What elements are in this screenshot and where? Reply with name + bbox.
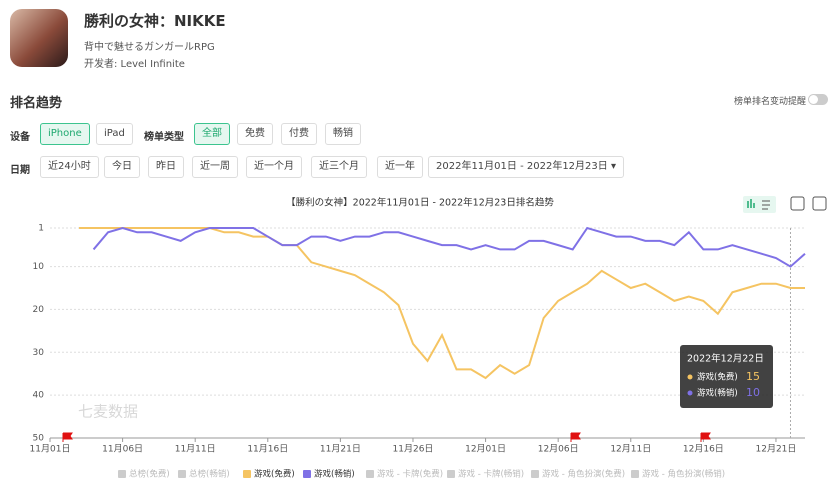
chart-title: 【勝利の女神】2022年11月01日 - 2022年12月23日排名趋势: [286, 197, 554, 209]
legend-swatch: [118, 470, 126, 478]
series-line: [92, 226, 806, 268]
section-title: 排名趋势: [10, 96, 63, 111]
x-tick-label: 12月06日: [538, 444, 579, 455]
y-tick-label: 20: [33, 305, 45, 315]
event-flag[interactable]: [700, 432, 711, 442]
legend-label: 游戏(畅销): [314, 469, 355, 480]
legend-label: 游戏 - 角色扮演(免费): [542, 469, 625, 480]
event-flag[interactable]: [62, 432, 73, 442]
app-icon: [10, 9, 68, 67]
legend-swatch: [303, 470, 311, 478]
filter-button[interactable]: 付费: [281, 123, 317, 145]
tooltip-title: 2022年12月22日: [687, 353, 764, 365]
y-tick-label: 30: [33, 348, 45, 358]
filter-button[interactable]: 近一周: [192, 156, 238, 178]
date-picker-text: 2022年11月01日 - 2022年12月23日: [436, 161, 608, 172]
x-tick-label: 12月11日: [610, 444, 651, 455]
filter-button[interactable]: 今日: [104, 156, 140, 178]
legend-swatch: [531, 470, 539, 478]
series-line: [79, 227, 805, 380]
tooltip-box: [680, 345, 773, 408]
toggle-label: 榜单排名变动提醒: [734, 97, 807, 107]
developer: 开发者: Level Infinite: [84, 59, 185, 70]
legend-label: 总榜(免费): [129, 469, 170, 480]
y-tick-label: 10: [33, 262, 45, 272]
legend-label: 游戏 - 角色扮演(畅销): [642, 469, 725, 480]
x-tick-label: 12月16日: [683, 444, 724, 455]
x-tick-label: 11月21日: [320, 444, 361, 455]
date-label: 日期: [10, 165, 30, 176]
filter-button[interactable]: iPhone: [40, 123, 90, 145]
filter-button[interactable]: 近三个月: [311, 156, 367, 178]
tooltip-value: 15: [746, 370, 760, 383]
filter-button[interactable]: 畅销: [325, 123, 361, 145]
x-tick-label: 11月26日: [393, 444, 434, 455]
x-tick-label: 12月01日: [465, 444, 506, 455]
x-tick-label: 11月06日: [102, 444, 143, 455]
app-subtitle: 背中で魅せるガンガールRPG: [84, 42, 215, 53]
legend-label: 总榜(畅销): [189, 469, 230, 480]
tooltip-name: 游戏(免费): [697, 372, 738, 383]
image-icon[interactable]: [790, 196, 805, 211]
list-icon: [762, 200, 770, 210]
tooltip-value: 10: [746, 386, 760, 399]
x-tick-label: 11月16日: [247, 444, 288, 455]
filter-button[interactable]: 近一个月: [246, 156, 302, 178]
y-tick-label: 40: [33, 391, 45, 401]
toggle[interactable]: [808, 94, 828, 105]
x-tick-label: 11月01日: [30, 444, 71, 455]
watermark: 七麦数据: [78, 403, 138, 421]
filter-button[interactable]: 近24小时: [40, 156, 99, 178]
bar-icon: [747, 199, 755, 208]
device-label: 设备: [10, 132, 30, 143]
tooltip-dot: [687, 374, 693, 380]
y-tick-label: 50: [33, 434, 45, 444]
tooltip-name: 游戏(畅销): [697, 388, 738, 399]
x-tick-label: 11月11日: [175, 444, 216, 455]
legend-label: 游戏 - 卡牌(畅销): [458, 469, 524, 480]
list-type-label: 榜单类型: [144, 132, 184, 143]
filter-button[interactable]: 全部: [194, 123, 230, 145]
legend-swatch: [447, 470, 455, 478]
legend-swatch: [243, 470, 251, 478]
filter-button[interactable]: 昨日: [148, 156, 184, 178]
filter-button[interactable]: 近一年: [377, 156, 423, 178]
tooltip-dot: [687, 390, 693, 396]
legend-label: 游戏 - 卡牌(免费): [377, 469, 443, 480]
y-tick-label: 1: [38, 224, 44, 234]
legend-label: 游戏(免费): [254, 469, 295, 480]
filter-button[interactable]: 免费: [237, 123, 273, 145]
legend-swatch: [366, 470, 374, 478]
download-icon[interactable]: [812, 196, 827, 211]
event-flag[interactable]: [570, 432, 581, 442]
legend-swatch: [178, 470, 186, 478]
filter-button[interactable]: iPad: [96, 123, 133, 145]
app-name: 勝利の女神：NIKKE: [84, 12, 226, 30]
view-toggle[interactable]: [743, 196, 776, 213]
date-picker[interactable]: 2022年11月01日 - 2022年12月23日 ▾: [428, 156, 624, 178]
legend-swatch: [631, 470, 639, 478]
x-tick-label: 12月21日: [756, 444, 797, 455]
